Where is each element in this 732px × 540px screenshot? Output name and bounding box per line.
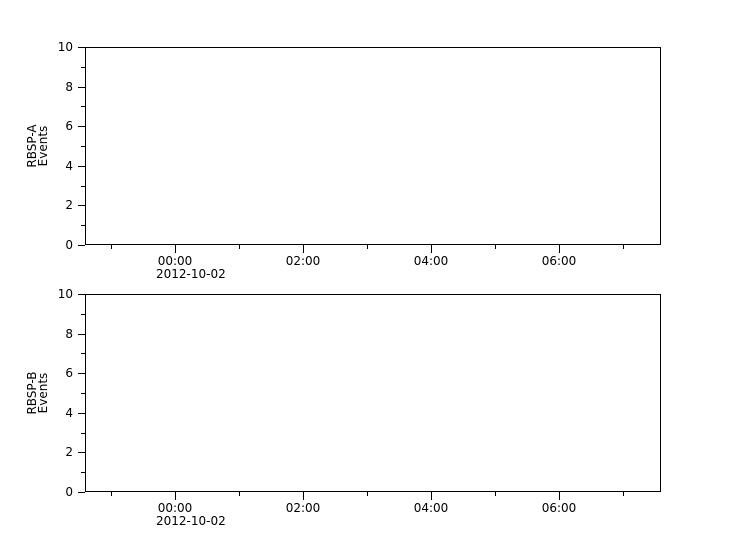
y-major-tick — [78, 205, 85, 206]
y-tick-label: 10 — [57, 287, 73, 301]
y-major-tick — [78, 492, 85, 493]
x-minor-tick — [111, 492, 112, 496]
x-major-tick — [431, 245, 432, 253]
y-tick-label: 0 — [65, 238, 73, 252]
y-tick-label: 10 — [57, 40, 73, 54]
x-tick-label: 04:00 — [413, 501, 449, 515]
x-major-tick — [559, 245, 560, 253]
x-major-tick — [175, 245, 176, 253]
x-minor-tick — [623, 245, 624, 249]
y-major-tick — [78, 87, 85, 88]
x-tick-label: 06:00 — [541, 501, 577, 515]
y-major-tick — [78, 334, 85, 335]
x-axis-date-label-rbsp-a: 2012-10-02 — [156, 267, 226, 281]
x-minor-tick — [623, 492, 624, 496]
y-major-tick — [78, 452, 85, 453]
x-tick-label: 06:00 — [541, 254, 577, 268]
x-minor-tick — [239, 492, 240, 496]
plot-area-rbsp-b — [85, 294, 661, 492]
x-minor-tick — [367, 492, 368, 496]
y-minor-tick — [81, 67, 85, 68]
y-major-tick — [78, 126, 85, 127]
x-major-tick — [559, 492, 560, 500]
x-major-tick — [175, 492, 176, 500]
y-tick-label: 4 — [65, 159, 73, 173]
y-major-tick — [78, 373, 85, 374]
y-tick-label: 4 — [65, 406, 73, 420]
y-major-tick — [78, 294, 85, 295]
y-tick-label: 0 — [65, 485, 73, 499]
y-tick-label: 6 — [65, 366, 73, 380]
y-tick-label: 2 — [65, 445, 73, 459]
x-major-tick — [303, 492, 304, 500]
y-minor-tick — [81, 106, 85, 107]
y-tick-label: 8 — [65, 80, 73, 94]
y-major-tick — [78, 245, 85, 246]
y-major-tick — [78, 166, 85, 167]
x-tick-label: 00:00 — [157, 501, 193, 515]
y-minor-tick — [81, 146, 85, 147]
x-major-tick — [431, 492, 432, 500]
y-tick-label: 2 — [65, 198, 73, 212]
y-minor-tick — [81, 225, 85, 226]
x-axis-date-label-rbsp-b: 2012-10-02 — [156, 514, 226, 528]
x-minor-tick — [495, 245, 496, 249]
x-minor-tick — [367, 245, 368, 249]
x-tick-label: 00:00 — [157, 254, 193, 268]
plot-area-rbsp-a — [85, 47, 661, 245]
x-minor-tick — [239, 245, 240, 249]
x-minor-tick — [495, 492, 496, 496]
y-minor-tick — [81, 186, 85, 187]
x-tick-label: 04:00 — [413, 254, 449, 268]
x-tick-label: 02:00 — [285, 254, 321, 268]
y-minor-tick — [81, 472, 85, 473]
y-minor-tick — [81, 393, 85, 394]
y-tick-label: 6 — [65, 119, 73, 133]
x-major-tick — [303, 245, 304, 253]
y-tick-label: 8 — [65, 327, 73, 341]
y-major-tick — [78, 47, 85, 48]
y-minor-tick — [81, 314, 85, 315]
x-minor-tick — [111, 245, 112, 249]
y-minor-tick — [81, 433, 85, 434]
y-major-tick — [78, 413, 85, 414]
y-minor-tick — [81, 353, 85, 354]
x-tick-label: 02:00 — [285, 501, 321, 515]
